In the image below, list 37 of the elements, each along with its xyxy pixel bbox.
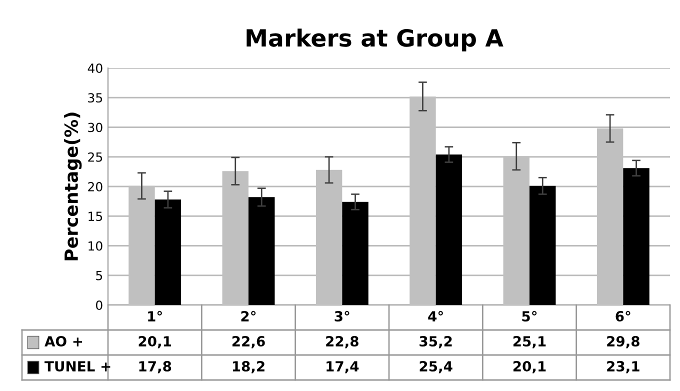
data-label: 20,1 [138, 336, 172, 348]
data-label: 17,8 [139, 361, 172, 374]
x-tick-label: 1° [148, 310, 162, 322]
chart-title: Markers at Group A [246, 28, 504, 52]
x-tick-label: 3° [334, 310, 350, 322]
x-tick-label: 4° [428, 310, 443, 322]
data-label: 22,8 [326, 336, 358, 348]
data-label: 17,4 [326, 361, 359, 374]
data-label: 25,4 [420, 361, 452, 374]
data-label: 35,2 [420, 336, 452, 348]
data-label: 22,6 [232, 336, 265, 348]
legend-label: AO + [44, 336, 82, 347]
data-label: 20,1 [513, 361, 546, 374]
x-tick-label: 2° [241, 310, 256, 322]
y-tick-label: 0 [96, 300, 102, 310]
y-tick-label: 20 [88, 182, 102, 192]
y-axis-title: Percentage(%) [64, 112, 82, 260]
y-tick-label: 15 [88, 212, 102, 222]
y-tick-label: 30 [88, 122, 102, 132]
y-tick-label: 25 [88, 152, 102, 162]
data-label: 25,1 [513, 336, 546, 348]
legend-label: TUNEL + [44, 361, 110, 372]
y-tick-label: 40 [88, 63, 102, 73]
bar [623, 168, 650, 305]
data-label: 18,2 [232, 361, 264, 374]
y-tick-label: 10 [88, 241, 102, 251]
x-tick-label: 5° [522, 310, 537, 322]
data-label: 23,1 [607, 361, 640, 374]
y-tick-label: 5 [96, 271, 102, 280]
bar [248, 197, 275, 305]
bar [154, 200, 182, 305]
bar [436, 154, 462, 305]
y-tick-label: 35 [88, 93, 102, 103]
bar [342, 202, 368, 305]
x-tick-label: 6° [616, 310, 630, 322]
bar [530, 186, 556, 305]
data-label: 29,8 [607, 336, 640, 348]
